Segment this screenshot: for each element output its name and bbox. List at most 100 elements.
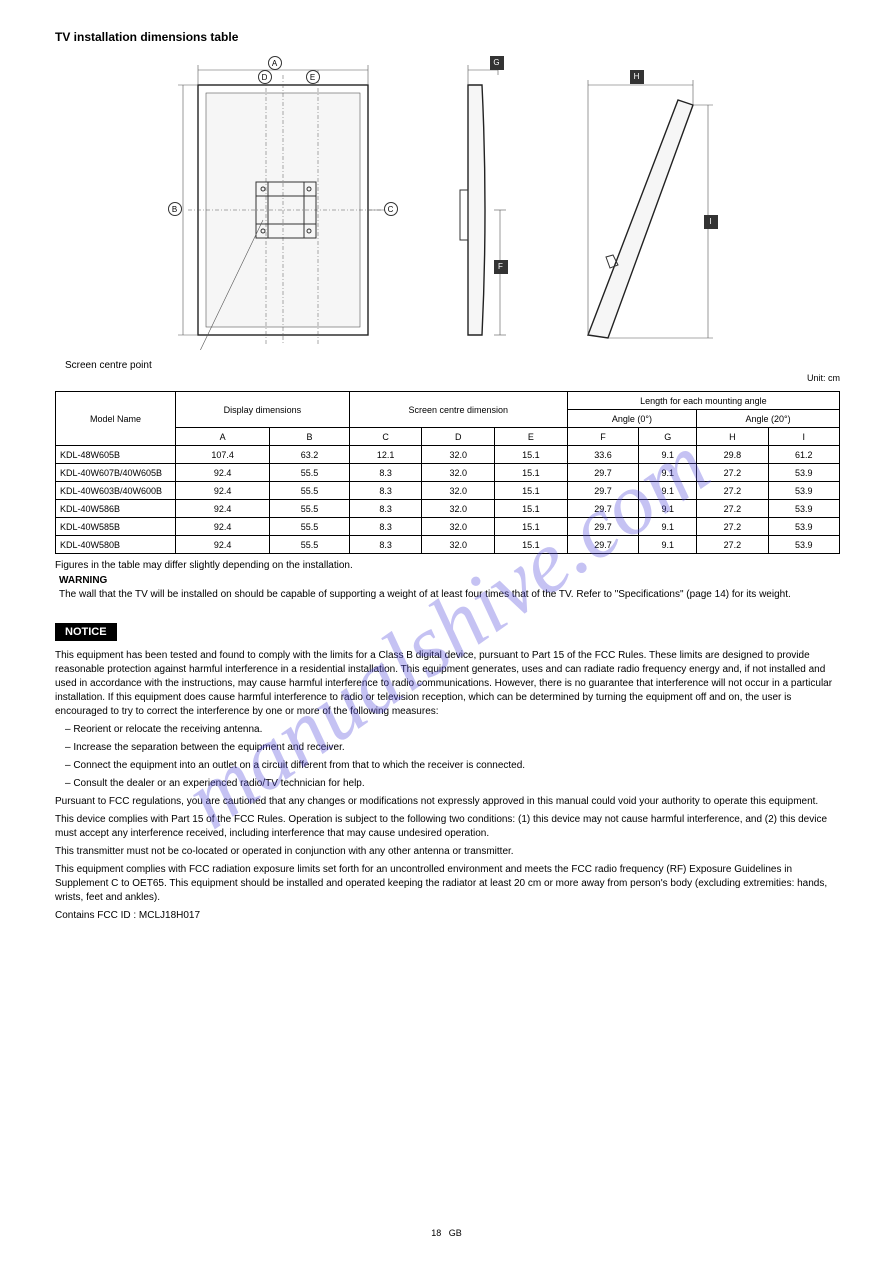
table-cell: 27.2 bbox=[697, 536, 768, 554]
table-cell: 92.4 bbox=[176, 518, 270, 536]
page-footer: 18 GB bbox=[0, 1228, 893, 1238]
th-e: E bbox=[495, 428, 568, 446]
table-cell: KDL-40W580B bbox=[56, 536, 176, 554]
notice-bullet: – Reorient or relocate the receiving ant… bbox=[65, 723, 840, 737]
table-cell: 63.2 bbox=[270, 446, 349, 464]
warning-block: WARNING The wall that the TV will be ins… bbox=[59, 575, 840, 600]
table-cell: 15.1 bbox=[495, 536, 568, 554]
table-cell: 8.3 bbox=[349, 518, 422, 536]
front-view-svg bbox=[168, 50, 398, 350]
table-cell: 8.3 bbox=[349, 464, 422, 482]
table-cell: 27.2 bbox=[697, 482, 768, 500]
table-row: KDL-40W603B/40W600B92.455.58.332.015.129… bbox=[56, 482, 840, 500]
th-model: Model Name bbox=[56, 392, 176, 446]
table-cell: 27.2 bbox=[697, 518, 768, 536]
marker-d: D bbox=[258, 70, 272, 84]
notice-line2: Pursuant to FCC regulations, you are cau… bbox=[55, 795, 840, 809]
table-cell: 29.7 bbox=[567, 464, 638, 482]
table-cell: 53.9 bbox=[768, 500, 839, 518]
table-cell: 8.3 bbox=[349, 482, 422, 500]
table-cell: 9.1 bbox=[639, 464, 697, 482]
marker-e: E bbox=[306, 70, 320, 84]
notice-label: NOTICE bbox=[55, 623, 117, 641]
marker-a: A bbox=[268, 56, 282, 70]
th-angle0: Angle (0°) bbox=[567, 410, 696, 428]
warning-heading: WARNING bbox=[59, 575, 107, 586]
th-length: Length for each mounting angle bbox=[567, 392, 839, 410]
table-cell: 15.1 bbox=[495, 464, 568, 482]
table-cell: 32.0 bbox=[422, 500, 495, 518]
table-row: KDL-40W580B92.455.58.332.015.129.79.127.… bbox=[56, 536, 840, 554]
diagram-front: A D E B C bbox=[168, 50, 398, 350]
th-g: G bbox=[639, 428, 697, 446]
notice-line3: This device complies with Part 15 of the… bbox=[55, 813, 840, 841]
table-cell: 53.9 bbox=[768, 536, 839, 554]
table-cell: 61.2 bbox=[768, 446, 839, 464]
notice-line4: This transmitter must not be co-located … bbox=[55, 845, 840, 859]
table-cell: 33.6 bbox=[567, 446, 638, 464]
table-cell: 53.9 bbox=[768, 464, 839, 482]
table-cell: 9.1 bbox=[639, 446, 697, 464]
diagram-row: A D E B C G F bbox=[55, 50, 840, 350]
diagram-side: G F bbox=[438, 50, 518, 350]
th-i: I bbox=[768, 428, 839, 446]
table-cell: 15.1 bbox=[495, 518, 568, 536]
notice-bullet: – Increase the separation between the eq… bbox=[65, 741, 840, 755]
marker-h: H bbox=[630, 70, 644, 84]
notice-bullet: – Consult the dealer or an experienced r… bbox=[65, 777, 840, 791]
table-cell: 15.1 bbox=[495, 446, 568, 464]
table-row: KDL-40W586B92.455.58.332.015.129.79.127.… bbox=[56, 500, 840, 518]
table-cell: 29.7 bbox=[567, 482, 638, 500]
table-row: KDL-48W605B107.463.212.132.015.133.69.12… bbox=[56, 446, 840, 464]
unit-note: Unit: cm bbox=[55, 373, 840, 383]
dimensions-table: Model Name Display dimensions Screen cen… bbox=[55, 391, 840, 554]
marker-i: I bbox=[704, 215, 718, 229]
th-display: Display dimensions bbox=[176, 392, 350, 428]
notice-body: This equipment has been tested and found… bbox=[55, 649, 840, 923]
table-cell: 92.4 bbox=[176, 500, 270, 518]
table-cell: 15.1 bbox=[495, 482, 568, 500]
table-cell: 55.5 bbox=[270, 518, 349, 536]
footer-page: 18 bbox=[431, 1228, 441, 1238]
table-cell: 9.1 bbox=[639, 482, 697, 500]
table-cell: 8.3 bbox=[349, 500, 422, 518]
diagram-tilt: H I bbox=[558, 50, 728, 350]
th-a: A bbox=[176, 428, 270, 446]
marker-b: B bbox=[168, 202, 182, 216]
table-cell: 27.2 bbox=[697, 464, 768, 482]
table-cell: 92.4 bbox=[176, 536, 270, 554]
table-cell: 32.0 bbox=[422, 518, 495, 536]
notice-line5: This equipment complies with FCC radiati… bbox=[55, 863, 840, 905]
table-cell: 9.1 bbox=[639, 518, 697, 536]
screen-centre-label: Screen centre point bbox=[65, 360, 840, 371]
table-cell: 27.2 bbox=[697, 500, 768, 518]
marker-f: F bbox=[494, 260, 508, 274]
table-row: KDL-40W607B/40W605B92.455.58.332.015.129… bbox=[56, 464, 840, 482]
th-f: F bbox=[567, 428, 638, 446]
table-cell: 29.7 bbox=[567, 536, 638, 554]
table-cell: 55.5 bbox=[270, 536, 349, 554]
table-cell: 15.1 bbox=[495, 500, 568, 518]
table-cell: 9.1 bbox=[639, 500, 697, 518]
table-cell: KDL-40W603B/40W600B bbox=[56, 482, 176, 500]
notice-line1: This equipment has been tested and found… bbox=[55, 649, 840, 719]
table-cell: 32.0 bbox=[422, 536, 495, 554]
th-angle20: Angle (20°) bbox=[697, 410, 840, 428]
table-cell: 32.0 bbox=[422, 464, 495, 482]
table-cell: KDL-40W585B bbox=[56, 518, 176, 536]
table-footnote: Figures in the table may differ slightly… bbox=[55, 560, 840, 571]
notice-bullets: – Reorient or relocate the receiving ant… bbox=[65, 723, 840, 791]
table-cell: 92.4 bbox=[176, 464, 270, 482]
table-cell: 92.4 bbox=[176, 482, 270, 500]
side-view-svg bbox=[438, 50, 518, 350]
th-c: C bbox=[349, 428, 422, 446]
table-cell: 53.9 bbox=[768, 518, 839, 536]
table-cell: 55.5 bbox=[270, 500, 349, 518]
th-d: D bbox=[422, 428, 495, 446]
table-cell: 29.8 bbox=[697, 446, 768, 464]
warning-text: The wall that the TV will be installed o… bbox=[59, 589, 840, 600]
table-cell: 53.9 bbox=[768, 482, 839, 500]
table-cell: 32.0 bbox=[422, 446, 495, 464]
table-row: KDL-40W585B92.455.58.332.015.129.79.127.… bbox=[56, 518, 840, 536]
table-cell: 29.7 bbox=[567, 518, 638, 536]
